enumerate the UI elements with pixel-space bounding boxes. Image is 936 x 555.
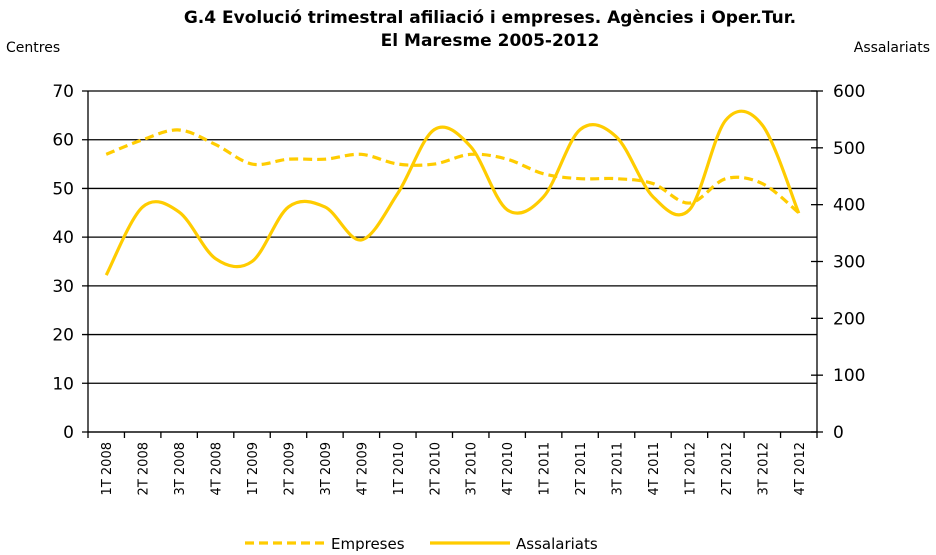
x-tick-label: 3T 2012 — [756, 442, 771, 495]
chart-subtitle: El Maresme 2005-2012 — [381, 31, 600, 51]
legend-label: Assalariats — [516, 535, 598, 551]
x-tick-label: 3T 2008 — [173, 442, 188, 495]
x-tick-label: 4T 2009 — [355, 442, 370, 495]
legend-label: Empreses — [331, 535, 405, 551]
y2-tick-label: 500 — [833, 139, 865, 159]
y-tick-label: 30 — [52, 277, 74, 297]
x-tick-label: 3T 2011 — [611, 442, 626, 495]
x-tick-label: 4T 2011 — [647, 442, 662, 495]
x-tick-label: 4T 2008 — [210, 442, 225, 495]
x-tick-label: 3T 2010 — [465, 442, 480, 495]
x-tick-label: 1T 2009 — [246, 442, 261, 495]
series-line — [105, 128, 800, 215]
chart-title: G.4 Evolució trimestral afiliació i empr… — [184, 8, 796, 28]
y-tick-label: 40 — [52, 228, 74, 248]
y-tick-label: 50 — [52, 179, 74, 199]
y2-tick-label: 200 — [833, 309, 865, 329]
x-tick-label: 4T 2012 — [793, 442, 808, 495]
x-tick-label: 3T 2009 — [319, 442, 334, 495]
x-tick-label: 2T 2010 — [428, 442, 443, 495]
y2-tick-label: 0 — [833, 423, 844, 443]
y-tick-label: 10 — [52, 374, 74, 394]
y2-tick-label: 600 — [833, 82, 865, 102]
y2-tick-label: 100 — [833, 366, 865, 386]
x-tick-label: 1T 2011 — [538, 442, 553, 495]
y-tick-label: 60 — [52, 131, 74, 151]
x-tick-label: 1T 2012 — [683, 442, 698, 495]
y2-tick-label: 300 — [833, 253, 865, 273]
x-tick-label: 2T 2012 — [720, 442, 735, 495]
x-tick-label: 2T 2008 — [137, 442, 152, 495]
y-axis-label: Centres — [6, 40, 60, 56]
series-line — [104, 109, 801, 276]
y-tick-label: 70 — [52, 82, 74, 102]
x-tick-label: 4T 2010 — [501, 442, 516, 495]
y2-axis-label: Assalariats — [854, 40, 930, 56]
y2-tick-label: 400 — [833, 196, 865, 216]
x-tick-label: 1T 2008 — [100, 442, 115, 495]
x-tick-label: 1T 2010 — [392, 442, 407, 495]
x-tick-label: 2T 2009 — [282, 442, 297, 495]
y-tick-label: 0 — [63, 423, 74, 443]
y-tick-label: 20 — [52, 326, 74, 346]
x-tick-label: 2T 2011 — [574, 442, 589, 495]
